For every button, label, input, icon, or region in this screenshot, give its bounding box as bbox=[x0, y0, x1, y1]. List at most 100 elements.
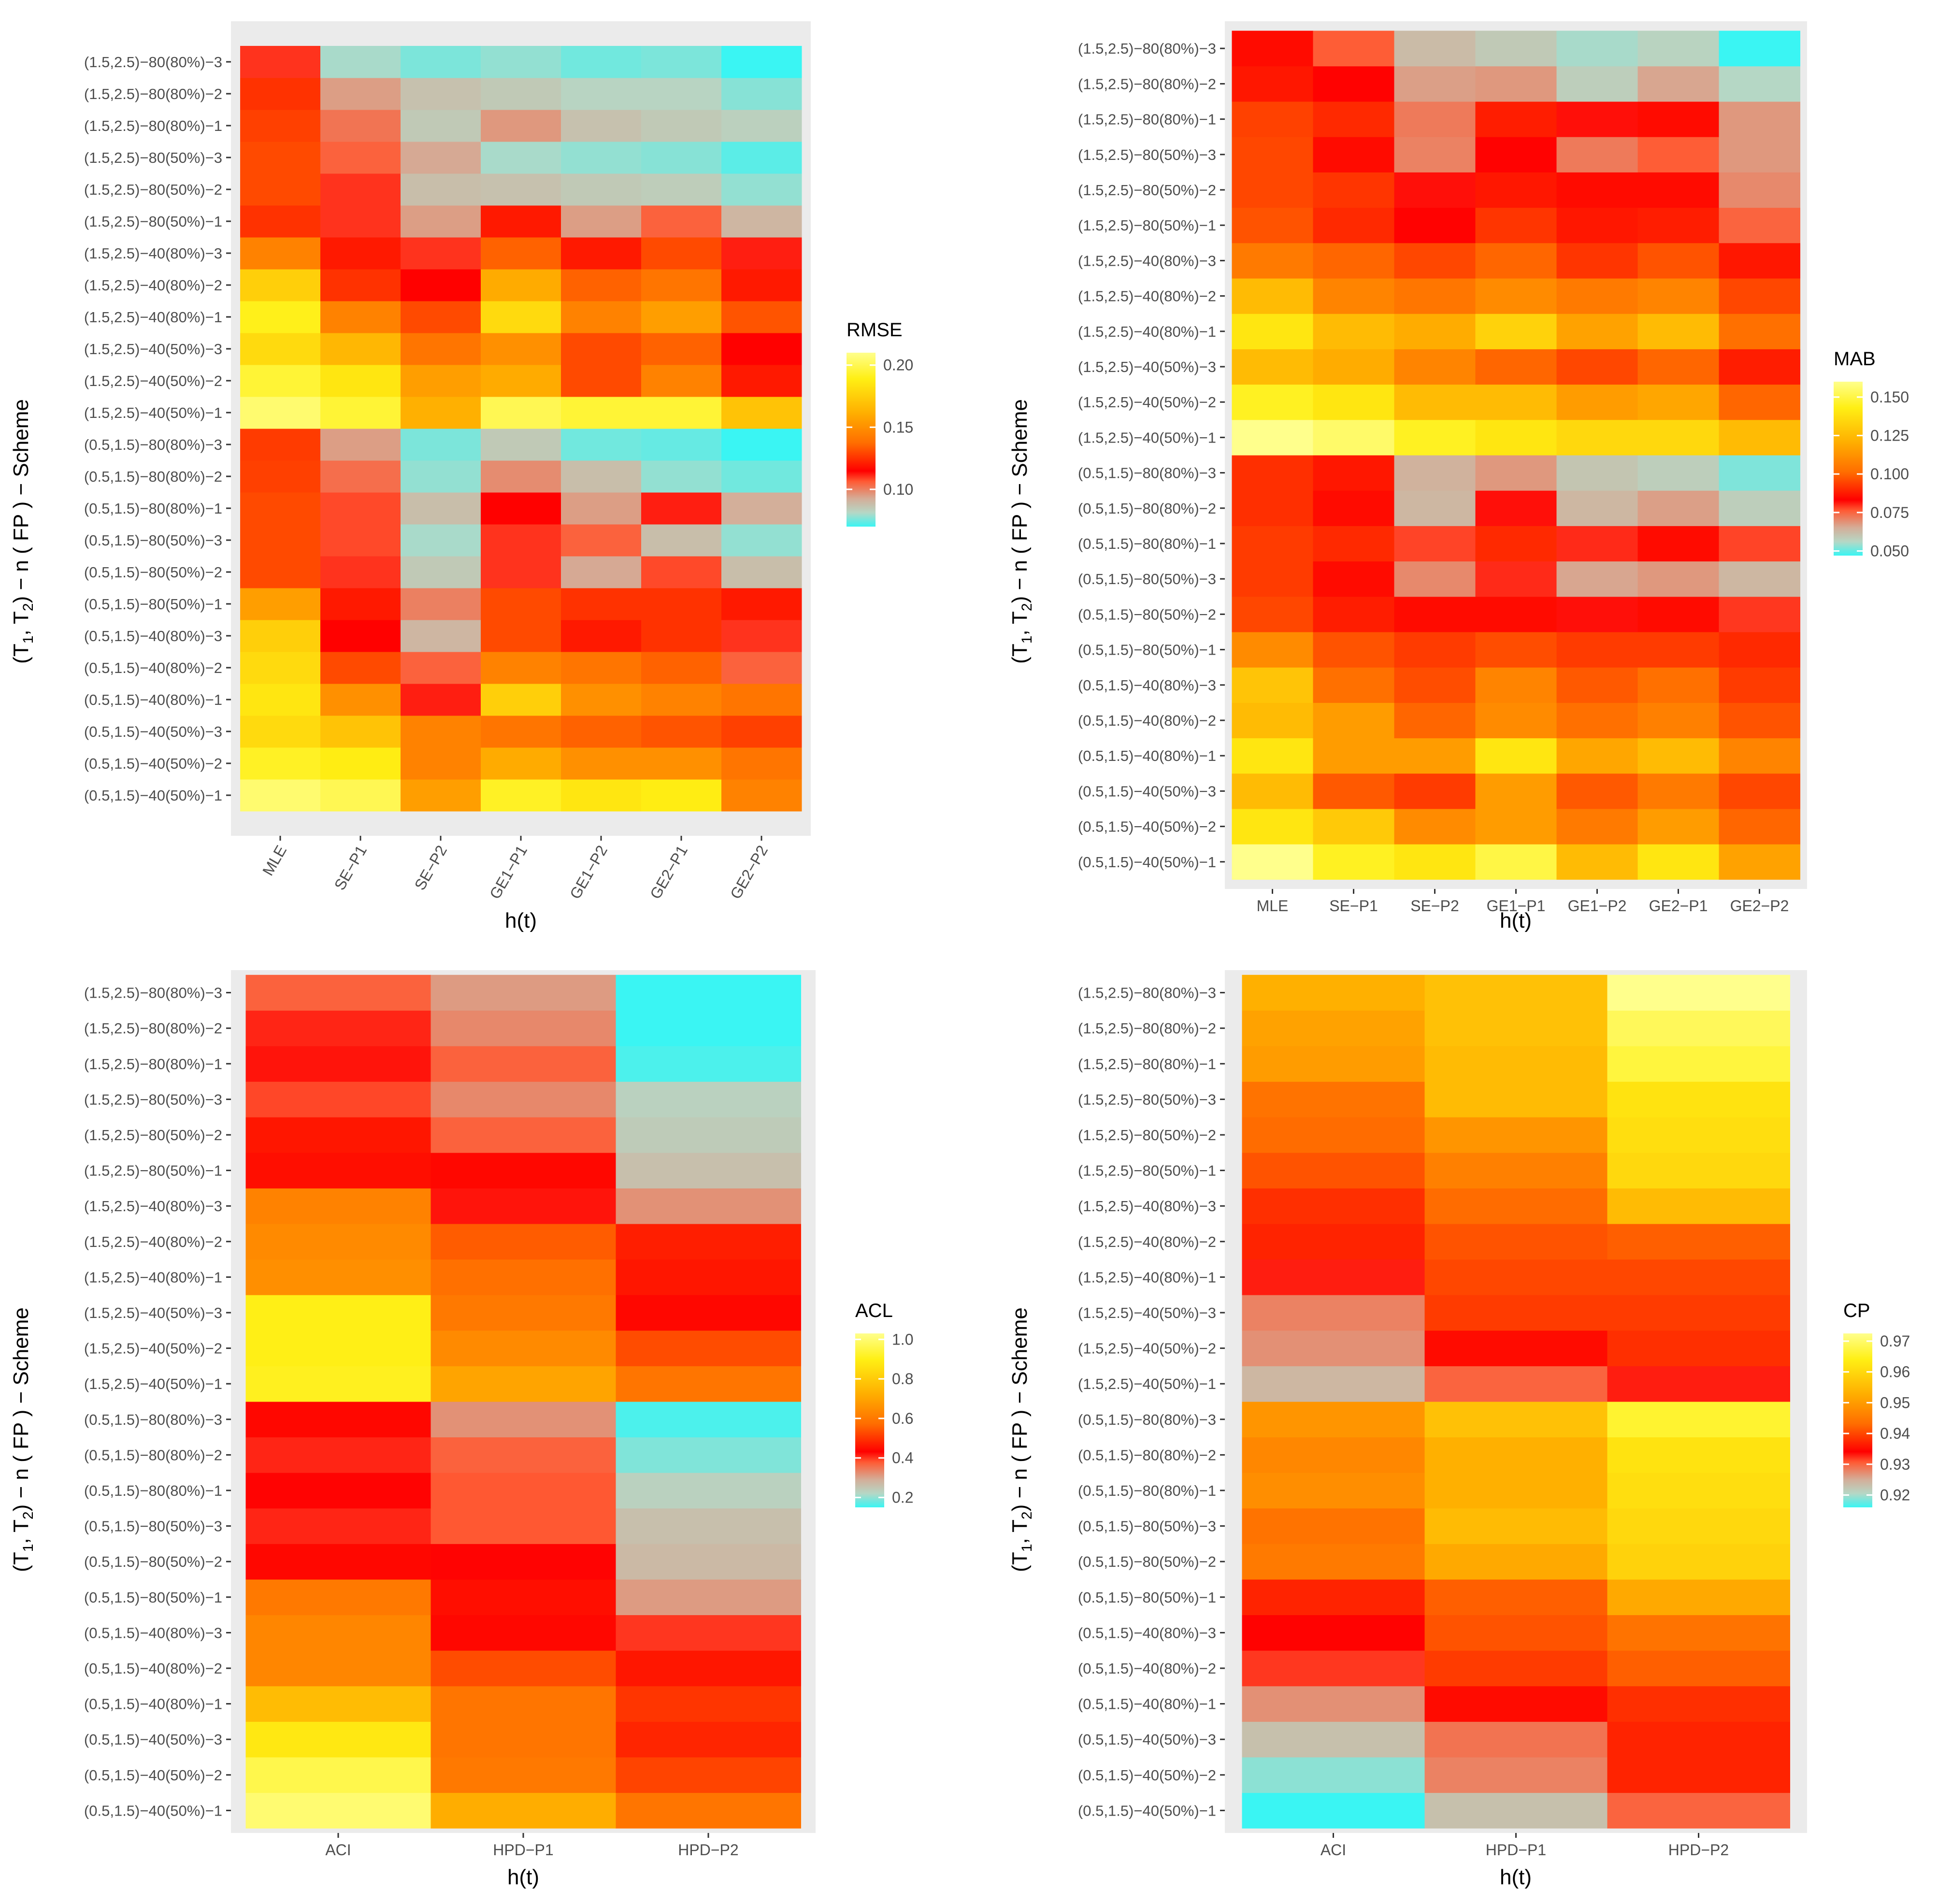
rmse-cell bbox=[721, 460, 802, 493]
mab-cell bbox=[1719, 30, 1800, 67]
rmse-legend-title: RMSE bbox=[847, 319, 903, 341]
rmse-y-axis-title: (T1, T2) − n ( FP ) − Scheme bbox=[9, 399, 36, 664]
acl-cell bbox=[431, 1188, 616, 1224]
rmse-cell bbox=[320, 684, 401, 716]
mab-cell bbox=[1394, 526, 1476, 562]
mab-row-label: (1.5,2.5)−40(80%)−3 bbox=[1078, 252, 1216, 269]
mab-cell bbox=[1313, 596, 1394, 632]
rmse-row-label: (1.5,2.5)−40(80%)−2 bbox=[84, 277, 222, 294]
rmse-cell bbox=[481, 620, 561, 652]
mab-cell bbox=[1313, 101, 1394, 137]
acl-cell bbox=[616, 1437, 801, 1473]
acl-row-label: (1.5,2.5)−40(80%)−2 bbox=[84, 1233, 222, 1250]
rmse-cell bbox=[721, 492, 802, 525]
acl-cell bbox=[245, 1579, 431, 1616]
cp-cell bbox=[1242, 1188, 1425, 1224]
acl-cell bbox=[616, 1295, 801, 1331]
rmse-row-label: (0.5,1.5)−40(50%)−2 bbox=[84, 755, 222, 772]
mab-cell bbox=[1637, 101, 1719, 137]
cp-row-label: (1.5,2.5)−40(50%)−2 bbox=[1078, 1340, 1216, 1357]
mab-cell bbox=[1313, 844, 1394, 880]
mab-row-label: (0.5,1.5)−40(80%)−1 bbox=[1078, 747, 1216, 764]
cp-cell bbox=[1242, 1615, 1425, 1651]
rmse-cell bbox=[320, 397, 401, 429]
cp-cell bbox=[1242, 1757, 1425, 1793]
rmse-cell bbox=[240, 78, 321, 110]
cp-cell bbox=[1424, 1117, 1608, 1153]
rmse-cell bbox=[240, 684, 321, 716]
rmse-cell bbox=[561, 46, 642, 78]
cp-cell bbox=[1424, 1579, 1608, 1616]
mab-legend-tick-label: 0.050 bbox=[1870, 542, 1909, 559]
acl-cell bbox=[616, 1046, 801, 1082]
mab-cell bbox=[1475, 667, 1557, 703]
mab-cell bbox=[1394, 66, 1476, 102]
acl-cell bbox=[616, 1721, 801, 1758]
acl-row-label: (1.5,2.5)−80(80%)−3 bbox=[84, 985, 222, 1002]
acl-cell bbox=[616, 1508, 801, 1544]
mab-cell bbox=[1394, 490, 1476, 526]
rmse-row-label: (1.5,2.5)−80(80%)−2 bbox=[84, 86, 222, 102]
mab-cell bbox=[1637, 278, 1719, 314]
panel-cp: (0.5,1.5)−40(50%)−1 (0.5,1.5)−40(50%)−2 (0… bbox=[1008, 970, 1910, 1889]
rmse-cell bbox=[481, 46, 561, 78]
cp-row-label: (0.5,1.5)−80(80%)−1 bbox=[1078, 1482, 1216, 1499]
mab-cell bbox=[1475, 738, 1557, 774]
acl-cell bbox=[245, 1686, 431, 1722]
mab-cell bbox=[1313, 314, 1394, 349]
rmse-cell bbox=[641, 779, 722, 812]
rmse-cell bbox=[240, 46, 321, 78]
acl-cell bbox=[431, 1117, 616, 1153]
mab-cell bbox=[1719, 526, 1800, 562]
acl-cell bbox=[245, 1650, 431, 1687]
mab-cell bbox=[1637, 349, 1719, 385]
cp-cell bbox=[1242, 1224, 1425, 1260]
rmse-cell bbox=[401, 620, 481, 652]
mab-cell bbox=[1556, 30, 1638, 67]
cp-row-label: (0.5,1.5)−40(80%)−1 bbox=[1078, 1696, 1216, 1713]
rmse-cell bbox=[721, 652, 802, 684]
mab-column-label: SE−P1 bbox=[1329, 897, 1378, 915]
mab-legend-title: MAB bbox=[1834, 348, 1876, 370]
cp-cell bbox=[1242, 974, 1425, 1011]
cp-cell bbox=[1607, 1152, 1790, 1188]
rmse-cell bbox=[481, 524, 561, 557]
rmse-cell bbox=[561, 556, 642, 588]
mab-cell bbox=[1637, 596, 1719, 632]
mab-cell bbox=[1394, 314, 1476, 349]
mab-cell bbox=[1556, 349, 1638, 385]
mab-cell bbox=[1232, 455, 1313, 491]
cp-cell bbox=[1607, 1686, 1790, 1722]
cp-column-label: HPD−P2 bbox=[1668, 1841, 1729, 1859]
cp-cell bbox=[1607, 1473, 1790, 1509]
mab-column-labels: MLE SE−P1 SE−P2 GE1−P1 GE1−P2 GE2−P1 GE2−P2 bbox=[1257, 889, 1789, 915]
rmse-row-labels: (0.5,1.5)−40(50%)−1 (0.5,1.5)−40(50%)−2 (0… bbox=[84, 54, 231, 804]
acl-cell bbox=[431, 1615, 616, 1651]
mab-column-label: MLE bbox=[1257, 897, 1289, 915]
mab-cell bbox=[1556, 490, 1638, 526]
cp-row-label: (0.5,1.5)−40(50%)−1 bbox=[1078, 1802, 1216, 1819]
acl-cell bbox=[431, 1721, 616, 1758]
acl-legend-ticks: 0.2 0.4 0.6 0.8 1.0 bbox=[855, 1331, 913, 1506]
mab-cell bbox=[1232, 384, 1313, 420]
mab-heatmap-cells bbox=[1225, 21, 1807, 889]
rmse-cell bbox=[721, 173, 802, 206]
cp-legend-tick-label: 0.95 bbox=[1880, 1394, 1910, 1411]
acl-cell bbox=[245, 1757, 431, 1793]
rmse-cell bbox=[561, 747, 642, 780]
cp-row-label: (1.5,2.5)−40(80%)−2 bbox=[1078, 1233, 1216, 1250]
mab-row-label: (1.5,2.5)−40(80%)−1 bbox=[1078, 323, 1216, 340]
cp-cell bbox=[1242, 1295, 1425, 1331]
cp-y-axis-title: (T1, T2) − n ( FP ) − Scheme bbox=[1008, 1307, 1035, 1572]
acl-cell bbox=[616, 1188, 801, 1224]
rmse-cell bbox=[320, 492, 401, 525]
rmse-cell bbox=[481, 492, 561, 525]
mab-cell bbox=[1232, 349, 1313, 385]
mab-cell bbox=[1719, 66, 1800, 102]
mab-cell bbox=[1475, 596, 1557, 632]
acl-row-label: (0.5,1.5)−40(80%)−1 bbox=[84, 1696, 222, 1713]
rmse-cell bbox=[561, 78, 642, 110]
rmse-heatmap-cells bbox=[231, 21, 811, 836]
rmse-cell bbox=[641, 78, 722, 110]
mab-x-axis-title: h(t) bbox=[1500, 909, 1532, 932]
